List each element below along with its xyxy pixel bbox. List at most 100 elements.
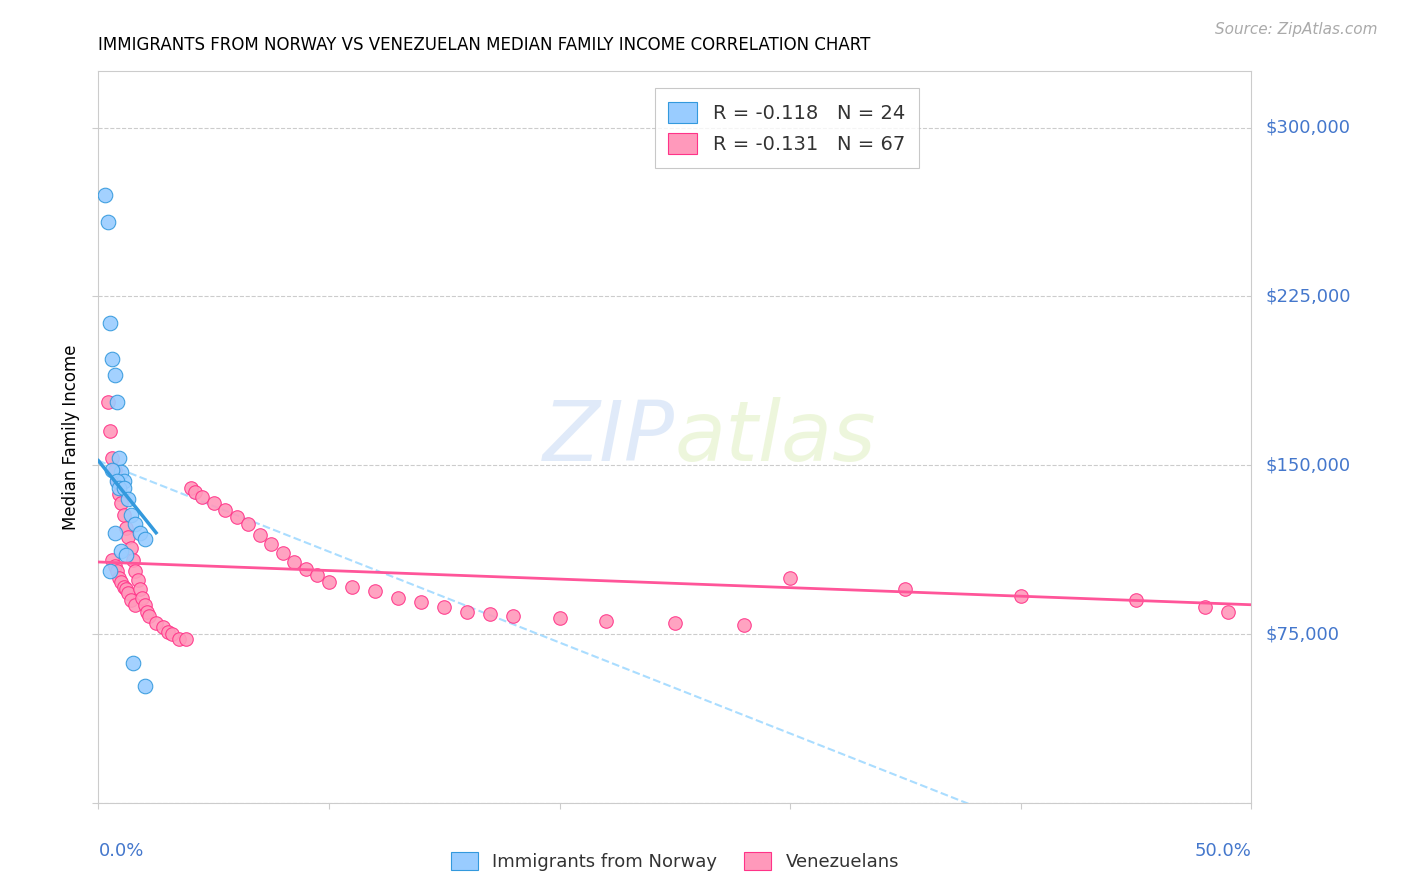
- Point: [134, 679, 156, 693]
- Point: [127, 573, 149, 587]
- Point: [97, 395, 120, 409]
- Point: [112, 580, 135, 594]
- Point: [152, 620, 174, 634]
- Point: [548, 611, 571, 625]
- Point: [101, 553, 124, 567]
- Point: [238, 516, 260, 531]
- Text: 0.0%: 0.0%: [98, 842, 143, 860]
- Point: [502, 609, 524, 624]
- Point: [180, 481, 202, 495]
- Point: [103, 368, 125, 383]
- Point: [184, 485, 207, 500]
- Point: [249, 528, 271, 542]
- Point: [122, 553, 145, 567]
- Point: [117, 491, 139, 506]
- Point: [307, 568, 329, 582]
- Point: [120, 541, 142, 556]
- Text: IMMIGRANTS FROM NORWAY VS VENEZUELAN MEDIAN FAMILY INCOME CORRELATION CHART: IMMIGRANTS FROM NORWAY VS VENEZUELAN MED…: [98, 36, 870, 54]
- Legend: R = -0.118   N = 24, R = -0.131   N = 67: R = -0.118 N = 24, R = -0.131 N = 67: [655, 88, 918, 168]
- Point: [117, 586, 139, 600]
- Legend: Immigrants from Norway, Venezuelans: Immigrants from Norway, Venezuelans: [443, 845, 907, 879]
- Point: [364, 584, 387, 599]
- Point: [120, 593, 142, 607]
- Text: $225,000: $225,000: [1265, 287, 1351, 305]
- Point: [411, 595, 433, 609]
- Point: [115, 521, 138, 535]
- Point: [664, 615, 686, 630]
- Point: [134, 598, 156, 612]
- Text: Source: ZipAtlas.com: Source: ZipAtlas.com: [1215, 22, 1378, 37]
- Point: [129, 582, 152, 596]
- Point: [131, 591, 153, 605]
- Point: [433, 599, 456, 614]
- Point: [108, 571, 131, 585]
- Point: [101, 352, 124, 367]
- Point: [98, 317, 121, 331]
- Point: [174, 632, 197, 646]
- Point: [1194, 599, 1216, 614]
- Point: [129, 525, 152, 540]
- Point: [214, 503, 236, 517]
- Point: [108, 451, 131, 466]
- Point: [340, 580, 363, 594]
- Point: [103, 525, 125, 540]
- Point: [110, 543, 132, 558]
- Point: [112, 508, 135, 522]
- Point: [124, 598, 146, 612]
- Text: ZIP: ZIP: [543, 397, 675, 477]
- Point: [97, 215, 120, 229]
- Point: [105, 564, 128, 578]
- Point: [191, 490, 214, 504]
- Point: [387, 591, 409, 605]
- Point: [105, 474, 128, 488]
- Point: [101, 463, 124, 477]
- Text: $150,000: $150,000: [1265, 456, 1350, 475]
- Point: [134, 533, 156, 547]
- Point: [260, 537, 283, 551]
- Text: atlas: atlas: [675, 397, 876, 477]
- Y-axis label: Median Family Income: Median Family Income: [62, 344, 80, 530]
- Point: [108, 481, 131, 495]
- Point: [595, 614, 617, 628]
- Point: [115, 548, 138, 562]
- Point: [122, 657, 145, 671]
- Point: [202, 496, 225, 510]
- Point: [225, 510, 247, 524]
- Point: [110, 496, 132, 510]
- Point: [108, 487, 131, 501]
- Point: [103, 463, 125, 477]
- Point: [156, 624, 179, 639]
- Point: [894, 582, 917, 596]
- Point: [101, 451, 124, 466]
- Point: [120, 508, 142, 522]
- Point: [94, 188, 117, 202]
- Point: [271, 546, 294, 560]
- Point: [124, 516, 146, 531]
- Point: [98, 564, 121, 578]
- Point: [98, 425, 121, 439]
- Point: [283, 555, 305, 569]
- Point: [110, 465, 132, 479]
- Point: [295, 562, 318, 576]
- Point: [145, 615, 167, 630]
- Point: [110, 575, 132, 590]
- Point: [318, 575, 340, 590]
- Point: [1125, 593, 1147, 607]
- Point: [112, 481, 135, 495]
- Point: [779, 571, 801, 585]
- Text: $300,000: $300,000: [1265, 119, 1350, 136]
- Point: [1010, 589, 1032, 603]
- Point: [160, 627, 183, 641]
- Point: [115, 582, 138, 596]
- Point: [167, 632, 190, 646]
- Point: [138, 609, 160, 624]
- Text: $75,000: $75,000: [1265, 625, 1340, 643]
- Point: [479, 607, 502, 621]
- Point: [135, 605, 157, 619]
- Point: [1218, 605, 1240, 619]
- Point: [733, 618, 755, 632]
- Point: [124, 564, 146, 578]
- Point: [117, 530, 139, 544]
- Point: [456, 605, 478, 619]
- Point: [105, 395, 128, 409]
